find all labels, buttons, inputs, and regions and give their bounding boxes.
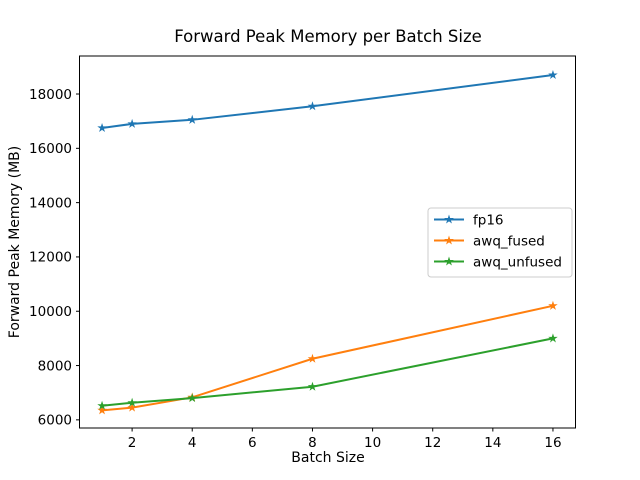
series-marker-awq_fused (307, 353, 318, 363)
x-tick-label: 14 (484, 435, 501, 451)
series-marker-fp16 (127, 118, 137, 128)
x-tick-label: 8 (308, 435, 317, 451)
x-tick-label: 6 (248, 435, 257, 451)
y-tick-label: 6000 (38, 413, 72, 429)
legend-box (427, 207, 573, 278)
x-axis-label: Batch Size (291, 450, 365, 466)
legend-marker-fp16 (444, 214, 454, 224)
series-marker-awq_unfused (307, 381, 318, 391)
x-tick-label: 12 (424, 435, 441, 451)
legend-label-awq_unfused: awq_unfused (473, 254, 562, 270)
x-tick-label: 16 (544, 435, 561, 451)
chart-title: Forward Peak Memory per Batch Size (174, 27, 482, 46)
series-marker-awq_unfused (127, 397, 137, 407)
legend-marker-awq_unfused (444, 256, 454, 266)
legend-label-awq_fused: awq_fused (473, 233, 545, 249)
y-tick-label: 8000 (38, 358, 72, 374)
legend-marker-awq_fused (444, 235, 454, 245)
series-marker-awq_fused (97, 405, 107, 415)
y-tick-label: 12000 (29, 250, 72, 266)
series-marker-awq_unfused (187, 393, 197, 403)
series-marker-awq_fused (127, 402, 137, 412)
x-tick-label: 2 (128, 435, 137, 451)
x-tick-label: 4 (188, 435, 197, 451)
series-marker-fp16 (97, 122, 107, 132)
legend-label-fp16: fp16 (473, 212, 504, 228)
series-marker-fp16 (187, 114, 197, 124)
series-marker-fp16 (548, 70, 558, 80)
axes-frame (79, 55, 576, 429)
series-marker-awq_unfused (548, 333, 558, 343)
series-line-fp16 (101, 74, 554, 129)
x-tick-label: 10 (364, 435, 381, 451)
series-marker-awq_unfused (97, 400, 107, 410)
y-tick-label: 16000 (29, 141, 72, 157)
series-marker-fp16 (307, 101, 318, 111)
y-tick-label: 10000 (29, 304, 72, 320)
y-tick-label: 14000 (29, 195, 72, 211)
series-line-awq_unfused (101, 337, 554, 407)
y-tick-label: 18000 (29, 87, 72, 103)
series-line-awq_fused (101, 304, 554, 412)
series-marker-awq_fused (548, 300, 558, 310)
